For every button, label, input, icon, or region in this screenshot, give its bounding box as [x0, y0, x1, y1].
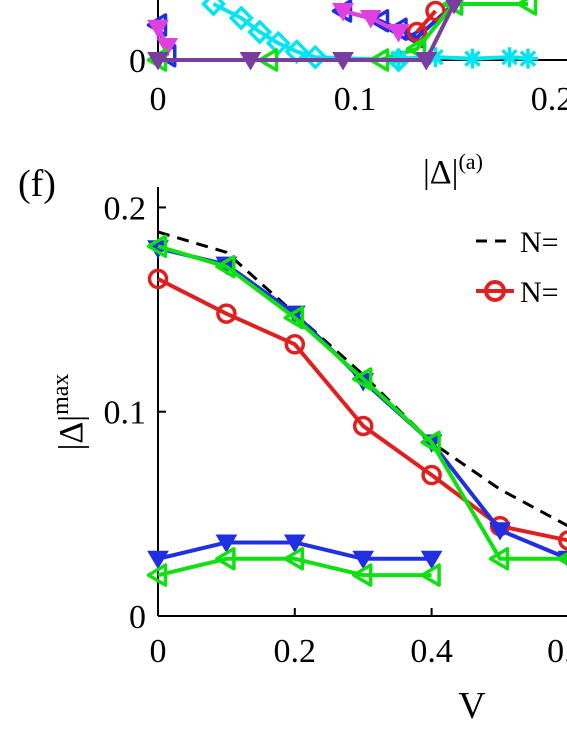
- x-tick-label: 0: [150, 633, 167, 670]
- top-data-point: [406, 21, 428, 43]
- top-data-point: [462, 48, 483, 69]
- top-data-point: [239, 52, 262, 71]
- top-data-point: [147, 19, 169, 39]
- data-point: [489, 522, 511, 541]
- series-line-1: [157, 277, 567, 543]
- top-data-point: [516, 0, 538, 16]
- top-data-point: [332, 52, 354, 71]
- data-point: [488, 547, 510, 571]
- top-data-point: [156, 38, 179, 57]
- data-point: [147, 550, 169, 570]
- panel-label: (f): [18, 163, 56, 205]
- y-axis-label-base: |Δ|: [53, 415, 90, 450]
- top-x-tick-label: 0: [150, 81, 167, 118]
- y-axis-label: |Δ|max: [48, 374, 90, 451]
- y-tick-label: 0.2: [104, 190, 147, 227]
- top-data-point: [247, 19, 273, 45]
- legend-label-0: N=: [520, 226, 559, 259]
- top-data-point: [518, 48, 538, 69]
- legend-marker-1: [484, 280, 506, 302]
- top-series-line-5: [415, 9, 438, 34]
- top-data-point: [201, 0, 226, 17]
- top-data-point: [368, 9, 390, 33]
- data-point: [420, 550, 443, 570]
- y-axis-label-sup: max: [48, 374, 74, 415]
- x-axis-label: V: [458, 685, 486, 727]
- x-tick-label: 0.6: [547, 633, 567, 670]
- plot-title: |Δ|(a): [423, 149, 483, 191]
- legend-label-1: N=: [520, 276, 559, 309]
- top-data-point: [387, 24, 410, 43]
- top-tick-labels: 0 0.1 0.2 0: [129, 43, 567, 118]
- series-line-2: [157, 246, 567, 561]
- data-point: [351, 367, 373, 391]
- top-data-point: [302, 44, 328, 70]
- f-tick-labels: 0 0.2 0.4 0.6 0 0.1 0.2: [104, 190, 567, 670]
- top-data-point: [415, 52, 438, 71]
- y-tick-label: 0: [129, 599, 146, 636]
- data-point: [352, 550, 375, 570]
- y-tick-label: 0.1: [104, 395, 147, 432]
- top-series-line-2: [212, 2, 399, 62]
- data-point: [216, 303, 237, 324]
- data-point: [283, 547, 305, 571]
- series-line-3: [157, 244, 567, 561]
- data-point: [215, 534, 238, 553]
- top-data-point: [499, 47, 520, 68]
- data-point: [147, 268, 169, 290]
- top-x-tick-label: 0.1: [334, 81, 377, 118]
- top-data-point: [359, 10, 382, 29]
- top-data-point: [425, 47, 446, 68]
- top-data-point: [147, 52, 169, 71]
- series-line-5: [157, 556, 432, 578]
- data-point: [421, 464, 442, 486]
- data-point: [146, 234, 168, 258]
- top-panel: 0 0.1 0.2 0: [129, 0, 567, 118]
- data-point: [352, 415, 374, 437]
- x-tick-label: 0.2: [274, 633, 317, 670]
- top-data-point: [405, 37, 427, 61]
- data-point: [420, 563, 441, 587]
- x-tick-label: 0.4: [410, 633, 453, 670]
- top-y-tick-label: 0: [129, 43, 146, 80]
- data-point: [420, 430, 441, 455]
- data-point: [558, 530, 567, 551]
- data-point: [283, 534, 306, 553]
- f-series-group: [146, 230, 567, 587]
- data-point: [351, 563, 373, 587]
- top-data-point: [332, 3, 354, 22]
- plot-title-base: |Δ|: [423, 154, 458, 191]
- plot-title-sup: (a): [458, 149, 482, 174]
- panel-f: (f) |Δ|(a) 00.20.40.600.10.2 N= N= V |Δ|…: [18, 149, 567, 727]
- data-point: [284, 334, 306, 355]
- top-data-point: [425, 0, 446, 22]
- data-point: [215, 547, 236, 571]
- top-data-point: [228, 5, 254, 31]
- legend: N= N=: [476, 226, 559, 309]
- top-series-group: [146, 0, 538, 73]
- data-point: [215, 254, 236, 279]
- top-x-tick-label: 0.2: [531, 81, 567, 118]
- data-point: [283, 305, 305, 330]
- data-point: [146, 563, 168, 587]
- top-data-point: [445, 0, 463, 15]
